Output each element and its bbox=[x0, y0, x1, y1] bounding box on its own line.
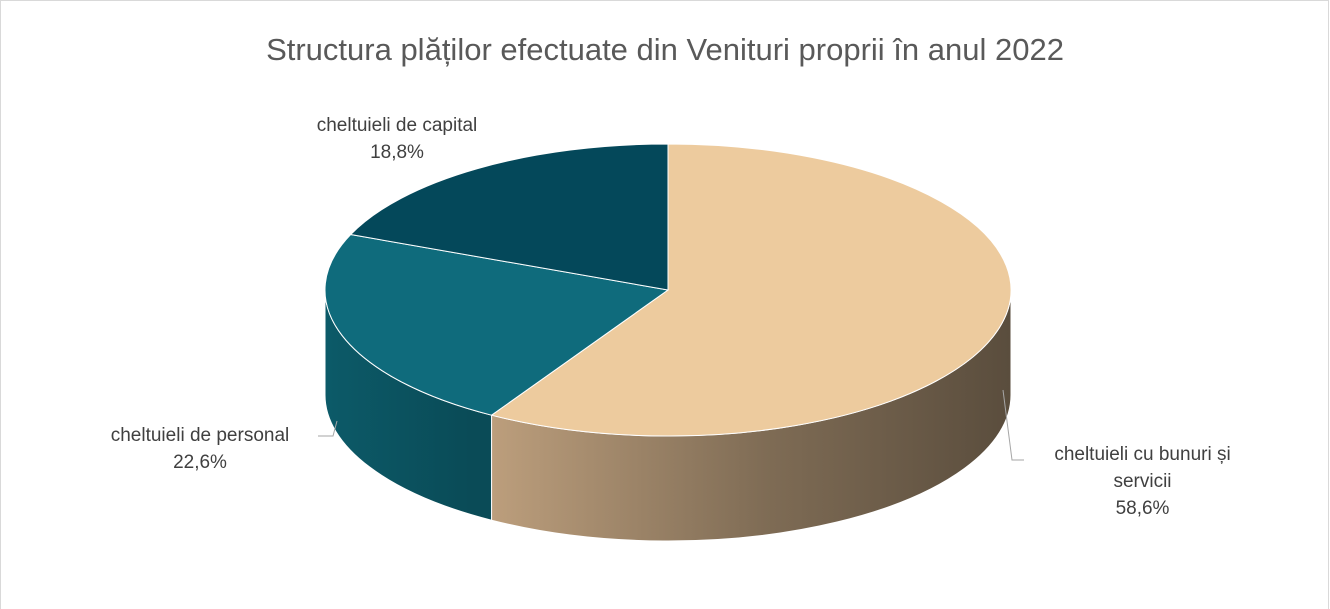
category-label: cheltuieli de capital bbox=[316, 115, 478, 136]
leader-line bbox=[1002, 389, 1024, 461]
leader-line bbox=[318, 420, 338, 437]
slice bbox=[324, 234, 670, 416]
data-label: cheltuieli de capital 18,8% bbox=[262, 112, 532, 166]
slice bbox=[490, 143, 1012, 437]
data-label: cheltuieli de personal 22,6% bbox=[70, 422, 330, 476]
value-label: 22,6% bbox=[173, 452, 227, 473]
chart-title: Structura plăților efectuate din Venitur… bbox=[266, 32, 1064, 67]
slice bbox=[349, 143, 669, 291]
pie bbox=[324, 143, 1012, 542]
value-label: 58,6% bbox=[1115, 498, 1170, 519]
category-label: cheltuieli cu bunuri și servicii bbox=[1054, 444, 1231, 492]
data-label: cheltuieli cu bunuri și servicii 58,6% bbox=[1025, 441, 1260, 522]
leader-lines bbox=[318, 389, 1024, 461]
value-label: 18,8% bbox=[370, 142, 424, 163]
category-label: cheltuieli de personal bbox=[110, 425, 290, 446]
